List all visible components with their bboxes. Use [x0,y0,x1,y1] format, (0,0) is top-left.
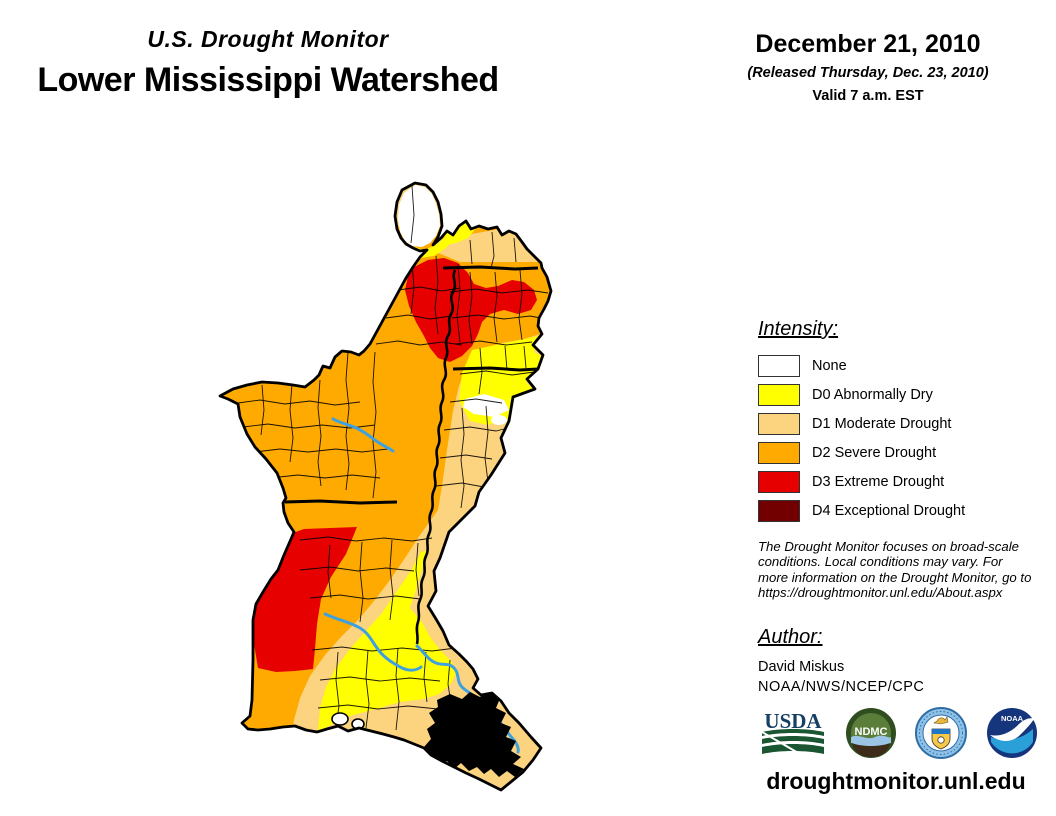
legend-label-d4: D4 Exceptional Drought [812,502,966,519]
region-none-peninsula [398,185,440,247]
author-organization: NOAA/NWS/NCEP/CPC [758,679,925,695]
region-none-spot [463,394,509,417]
author-title: Author: [758,626,823,648]
author-block: Author: David Miskus NOAA/NWS/NCEP/CPC [758,626,1028,695]
watershed-outline [218,181,553,792]
ndmc-logo-text: NDMC [854,726,887,738]
released-date: (Released Thursday, Dec. 23, 2010) [747,65,989,81]
header-left: U.S. Drought Monitor Lower Mississippi W… [8,26,528,100]
county-boundaries [237,185,549,731]
author-name: David Miskus [758,659,845,675]
swatch-d0 [758,383,800,406]
legend-row-none: None [758,351,1038,380]
usda-logo-text: USDA [764,710,822,733]
state-borders [284,265,539,505]
legend-row-d4: D4 Exceptional Drought [758,496,1038,525]
arkansas-river [331,417,395,453]
legend-label-none: None [812,357,847,374]
swatch-d1 [758,412,800,435]
ndmc-logo: NDMC [845,708,896,758]
legend-label-d1: D1 Moderate Drought [812,415,952,432]
usda-logo: USDA [761,710,824,755]
region-none-spot-small [491,415,507,425]
map-date: December 21, 2010 [755,30,981,58]
swatch-d3 [758,470,800,493]
coastal-lakes [331,712,365,730]
swatch-none [758,354,800,377]
legend-label-d2: D2 Severe Drought [812,444,937,461]
noaa-logo: NOAA [986,708,1037,758]
disclaimer-text: The Drought Monitor focuses on broad-sca… [758,539,1032,600]
legend-label-d0: D0 Abnormally Dry [812,386,933,403]
mississippi-river-border [415,269,457,645]
legend-row-d0: D0 Abnormally Dry [758,380,1038,409]
legend-row-d1: D1 Moderate Drought [758,409,1038,438]
swatch-d4 [758,499,800,522]
legend: Intensity: None D0 Abnormally Dry D1 Mod… [758,318,1038,525]
noaa-logo-text: NOAA [1001,714,1024,723]
legend-row-d3: D3 Extreme Drought [758,467,1038,496]
agency-logos: USDA NDMC [760,704,1038,762]
page-title: Lower Mississippi Watershed [37,61,499,99]
region-d3-south [253,527,357,672]
swatch-d2 [758,441,800,464]
commerce-seal-logo [915,707,968,759]
region-d0-topstrip [444,222,476,245]
valid-time: Valid 7 a.m. EST [812,88,924,104]
red-river [323,612,423,672]
legend-row-d2: D2 Severe Drought [758,438,1038,467]
date-block: December 21, 2010 (Released Thursday, De… [712,30,1024,104]
legend-title: Intensity: [758,318,839,340]
legend-label-d3: D3 Extreme Drought [812,473,945,490]
region-d0-south [318,550,457,731]
program-title: U.S. Drought Monitor [147,26,389,52]
site-url: droughtmonitor.unl.edu [766,768,1026,794]
